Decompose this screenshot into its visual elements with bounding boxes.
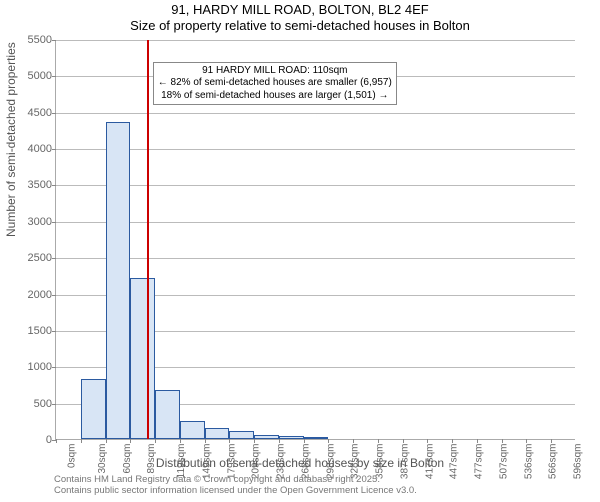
ytick-label: 1000 [16,361,52,373]
xtick-mark [130,439,131,443]
ytick-label: 2500 [16,252,52,264]
x-axis-label: Distribution of semi-detached houses by … [0,456,600,470]
footer-line-1: Contains HM Land Registry data © Crown c… [54,474,417,485]
xtick-mark [279,439,280,443]
marker-info-box: 91 HARDY MILL ROAD: 110sqm← 82% of semi-… [153,62,397,106]
ytick-mark [52,185,56,186]
ytick-label: 3500 [16,179,52,191]
gridline [56,222,575,223]
xtick-mark [502,439,503,443]
plot-area: 0500100015002000250030003500400045005000… [55,40,575,440]
ytick-mark [52,331,56,332]
ytick-label: 5500 [16,34,52,46]
gridline [56,185,575,186]
xtick-mark [477,439,478,443]
xtick-mark [155,439,156,443]
xtick-mark [56,439,57,443]
ytick-mark [52,258,56,259]
marker-line [147,40,149,439]
ytick-mark [52,40,56,41]
xtick-mark [328,439,329,443]
histogram-bar [205,428,230,439]
ytick-label: 1500 [16,325,52,337]
histogram-bar [130,278,155,439]
footer-line-2: Contains public sector information licen… [54,485,417,496]
footer-attribution: Contains HM Land Registry data © Crown c… [54,474,417,497]
gridline [56,258,575,259]
gridline [56,113,575,114]
ytick-mark [52,367,56,368]
histogram-bar [279,436,304,439]
ytick-mark [52,404,56,405]
ytick-label: 4000 [16,143,52,155]
xtick-mark [378,439,379,443]
chart-title-block: 91, HARDY MILL ROAD, BOLTON, BL2 4EF Siz… [0,2,600,33]
histogram-bar [229,431,254,439]
marker-info-line: 18% of semi-detached houses are larger (… [158,90,392,103]
xtick-mark [205,439,206,443]
xtick-mark [427,439,428,443]
xtick-mark [106,439,107,443]
ytick-label: 5000 [16,70,52,82]
xtick-mark [526,439,527,443]
xtick-mark [81,439,82,443]
histogram-bar [155,390,180,439]
ytick-label: 3000 [16,216,52,228]
title-line-2: Size of property relative to semi-detach… [0,18,600,33]
ytick-label: 500 [16,398,52,410]
chart-area: 0500100015002000250030003500400045005000… [55,40,575,440]
ytick-label: 4500 [16,107,52,119]
histogram-bar [81,379,106,439]
ytick-mark [52,222,56,223]
histogram-bar [180,421,205,439]
marker-info-line: ← 82% of semi-detached houses are smalle… [158,77,392,90]
ytick-mark [52,76,56,77]
marker-info-line: 91 HARDY MILL ROAD: 110sqm [158,65,392,78]
xtick-mark [229,439,230,443]
histogram-bar [106,122,131,439]
ytick-mark [52,149,56,150]
xtick-mark [254,439,255,443]
ytick-label: 0 [16,434,52,446]
xtick-mark [452,439,453,443]
xtick-mark [551,439,552,443]
ytick-label: 2000 [16,289,52,301]
xtick-mark [304,439,305,443]
gridline [56,40,575,41]
xtick-mark [180,439,181,443]
histogram-bar [304,437,329,439]
gridline [56,149,575,150]
xtick-mark [353,439,354,443]
ytick-mark [52,295,56,296]
ytick-mark [52,113,56,114]
title-line-1: 91, HARDY MILL ROAD, BOLTON, BL2 4EF [0,2,600,17]
xtick-mark [403,439,404,443]
histogram-bar [254,435,279,439]
